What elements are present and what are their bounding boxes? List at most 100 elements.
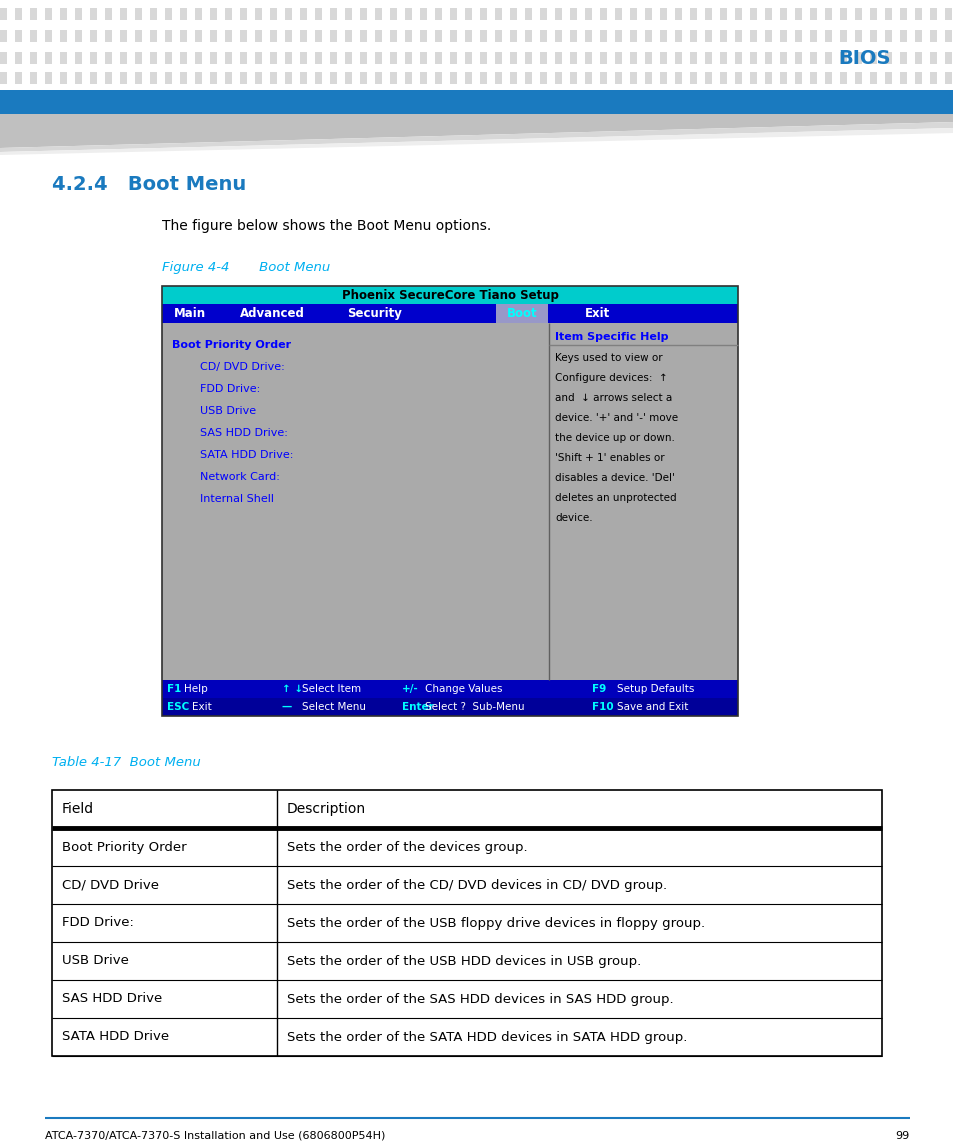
Bar (45, 30, 52, 42)
Bar (345, 72, 352, 84)
Bar (569, 8, 577, 19)
Bar (330, 52, 336, 64)
Text: USB Drive: USB Drive (62, 955, 129, 968)
Bar (720, 8, 726, 19)
Bar (345, 30, 352, 42)
Bar (105, 8, 112, 19)
Bar (90, 72, 97, 84)
Bar (496, 305, 547, 323)
Bar (90, 30, 97, 42)
Text: +/-: +/- (401, 684, 418, 694)
Bar (944, 30, 951, 42)
Bar (899, 8, 906, 19)
Bar (405, 72, 412, 84)
Text: disables a device. 'Del': disables a device. 'Del' (555, 473, 674, 483)
Bar (854, 30, 862, 42)
Bar (869, 72, 876, 84)
Bar (524, 30, 532, 42)
Bar (794, 72, 801, 84)
Bar (599, 8, 606, 19)
Bar (510, 52, 517, 64)
Bar (225, 52, 232, 64)
Text: Phoenix SecureCore Tiano Setup: Phoenix SecureCore Tiano Setup (341, 289, 558, 301)
Bar (330, 72, 336, 84)
Bar (675, 72, 681, 84)
Bar (929, 8, 936, 19)
Text: ESC: ESC (167, 702, 189, 712)
Bar (375, 72, 381, 84)
Bar (689, 8, 697, 19)
Text: Help: Help (184, 684, 208, 694)
Bar (105, 30, 112, 42)
Bar (548, 323, 738, 680)
Bar (194, 30, 202, 42)
Bar (359, 72, 367, 84)
Bar (464, 72, 472, 84)
Bar (644, 30, 651, 42)
Text: Description: Description (287, 802, 366, 816)
Text: Sets the order of the USB floppy drive devices in floppy group.: Sets the order of the USB floppy drive d… (287, 916, 704, 930)
Bar (330, 30, 336, 42)
Bar (675, 8, 681, 19)
Bar (615, 30, 621, 42)
Text: BIOS: BIOS (837, 48, 889, 68)
Bar (165, 52, 172, 64)
Bar (510, 8, 517, 19)
Bar (659, 52, 666, 64)
Text: 'Shift + 1' enables or: 'Shift + 1' enables or (555, 453, 664, 463)
Bar (479, 52, 486, 64)
Bar (180, 8, 187, 19)
Text: Save and Exit: Save and Exit (617, 702, 688, 712)
Text: device. '+' and '-' move: device. '+' and '-' move (555, 413, 678, 423)
Bar (914, 8, 921, 19)
Bar (270, 30, 276, 42)
Bar (629, 30, 637, 42)
Bar (764, 52, 771, 64)
Bar (254, 8, 262, 19)
Text: Select Item: Select Item (302, 684, 361, 694)
Bar (314, 8, 322, 19)
Bar (675, 30, 681, 42)
Bar (659, 8, 666, 19)
Bar (285, 52, 292, 64)
Bar (584, 8, 592, 19)
Bar (120, 8, 127, 19)
Bar (254, 30, 262, 42)
Text: Change Values: Change Values (424, 684, 502, 694)
Bar (720, 30, 726, 42)
Bar (884, 52, 891, 64)
Bar (704, 72, 711, 84)
Text: device.: device. (555, 513, 592, 523)
Bar (840, 30, 846, 42)
Bar (150, 8, 157, 19)
Bar (120, 52, 127, 64)
Bar (375, 30, 381, 42)
Bar (644, 8, 651, 19)
Text: Main: Main (173, 307, 206, 319)
Bar (780, 30, 786, 42)
Bar (689, 52, 697, 64)
Bar (105, 52, 112, 64)
Bar (899, 52, 906, 64)
Bar (869, 8, 876, 19)
Bar (162, 305, 738, 323)
Bar (0, 72, 7, 84)
Bar (75, 30, 82, 42)
Bar (884, 30, 891, 42)
Bar (495, 52, 501, 64)
Bar (359, 30, 367, 42)
Bar (419, 8, 427, 19)
Bar (749, 8, 757, 19)
Bar (405, 30, 412, 42)
Text: SATA HDD Drive: SATA HDD Drive (62, 1030, 169, 1043)
Bar (135, 30, 142, 42)
Bar (734, 30, 741, 42)
Bar (615, 8, 621, 19)
Bar (0, 30, 7, 42)
Bar (150, 52, 157, 64)
Bar (794, 30, 801, 42)
Bar (60, 30, 67, 42)
Bar (15, 30, 22, 42)
Bar (450, 52, 456, 64)
Bar (270, 52, 276, 64)
